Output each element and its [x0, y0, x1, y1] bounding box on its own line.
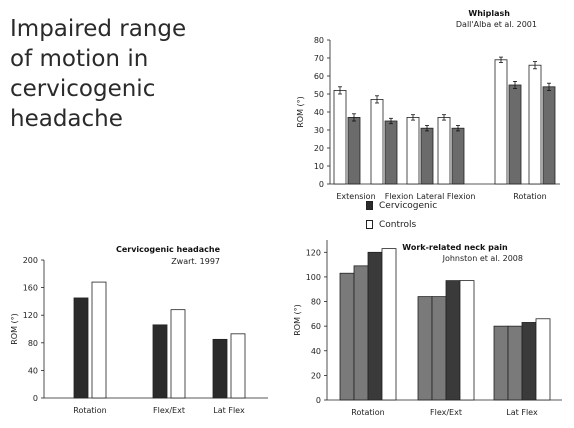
y-tick-label: 30 — [314, 126, 324, 135]
y-tick-label: 60 — [314, 72, 324, 81]
chart-title: Cervicogenic headache — [116, 245, 221, 254]
x-tick-label: Flexion — [385, 192, 414, 201]
y-tick-label: 0 — [316, 396, 321, 405]
x-tick-label: Rotation — [351, 408, 384, 417]
x-tick-label: Rotation — [513, 192, 546, 201]
x-tick-label: Flex/Ext — [153, 406, 185, 415]
y-tick-label: 40 — [311, 347, 321, 356]
chart-subtitle: Zwart. 1997 — [171, 257, 220, 266]
y-tick-label: 20 — [314, 144, 324, 153]
bar — [521, 322, 537, 401]
chart-subtitle: Johnston et al. 2008 — [442, 254, 523, 263]
y-axis-label: ROM (°) — [296, 96, 305, 128]
bar — [535, 318, 551, 401]
bar — [152, 324, 168, 399]
y-axis-label: ROM (°) — [293, 304, 302, 336]
bar — [230, 333, 246, 399]
bar — [507, 325, 523, 401]
bar — [381, 248, 397, 401]
slide-title-line: cervicogenic — [10, 76, 156, 102]
slide-title: Impaired range of motion in cervicogenic… — [10, 14, 220, 134]
slide-title-line: headache — [10, 106, 123, 132]
x-tick-label: Flex/Ext — [430, 408, 462, 417]
y-tick-label: 100 — [306, 273, 321, 282]
y-axis-label: ROM (°) — [10, 313, 19, 345]
y-tick-label: 70 — [314, 54, 324, 63]
x-tick-label: Lat Flex — [213, 406, 245, 415]
y-tick-label: 0 — [33, 394, 38, 403]
bar — [493, 325, 509, 401]
slide-title-line: Impaired range — [10, 16, 187, 42]
chart-subtitle: Dall'Alba et al. 2001 — [456, 20, 537, 29]
slide-title-line: of motion in — [10, 46, 149, 72]
bar — [212, 338, 228, 399]
bar — [367, 251, 383, 401]
chart-title: Whiplash — [468, 9, 510, 18]
y-tick-label: 20 — [311, 371, 321, 380]
bar — [170, 309, 186, 399]
y-tick-label: 10 — [314, 162, 324, 171]
legend-item-cervicogenic: Cervicogenic — [366, 196, 437, 215]
bar — [417, 296, 433, 401]
bar — [339, 272, 355, 401]
bar — [459, 280, 475, 401]
legend-item-controls: Controls — [366, 215, 437, 234]
legend-swatch-controls — [366, 220, 373, 229]
y-tick-label: 80 — [311, 298, 321, 307]
y-tick-label: 200 — [23, 256, 38, 265]
y-tick-label: 80 — [314, 36, 324, 45]
bar — [431, 296, 447, 401]
y-tick-label: 160 — [23, 284, 38, 293]
y-tick-label: 120 — [306, 248, 321, 257]
legend: Cervicogenic Controls — [366, 196, 437, 234]
y-tick-label: 60 — [311, 322, 321, 331]
x-tick-label: Lat Flex — [506, 408, 538, 417]
x-tick-label: Extension — [336, 192, 375, 201]
x-tick-label: Lateral Flexion — [417, 192, 476, 201]
y-tick-label: 50 — [314, 90, 324, 99]
y-tick-label: 40 — [28, 366, 38, 375]
bar — [73, 297, 89, 399]
bar — [353, 265, 369, 401]
legend-label: Cervicogenic — [379, 200, 438, 211]
y-tick-label: 120 — [23, 311, 38, 320]
y-tick-label: 80 — [28, 339, 38, 348]
chart-title: Work-related neck pain — [402, 243, 508, 252]
bar — [91, 281, 107, 399]
bar — [445, 280, 461, 401]
y-tick-label: 40 — [314, 108, 324, 117]
legend-label: Controls — [379, 219, 417, 230]
x-tick-label: Rotation — [73, 406, 106, 415]
legend-swatch-cervicogenic — [366, 201, 373, 210]
y-tick-label: 0 — [319, 180, 324, 189]
